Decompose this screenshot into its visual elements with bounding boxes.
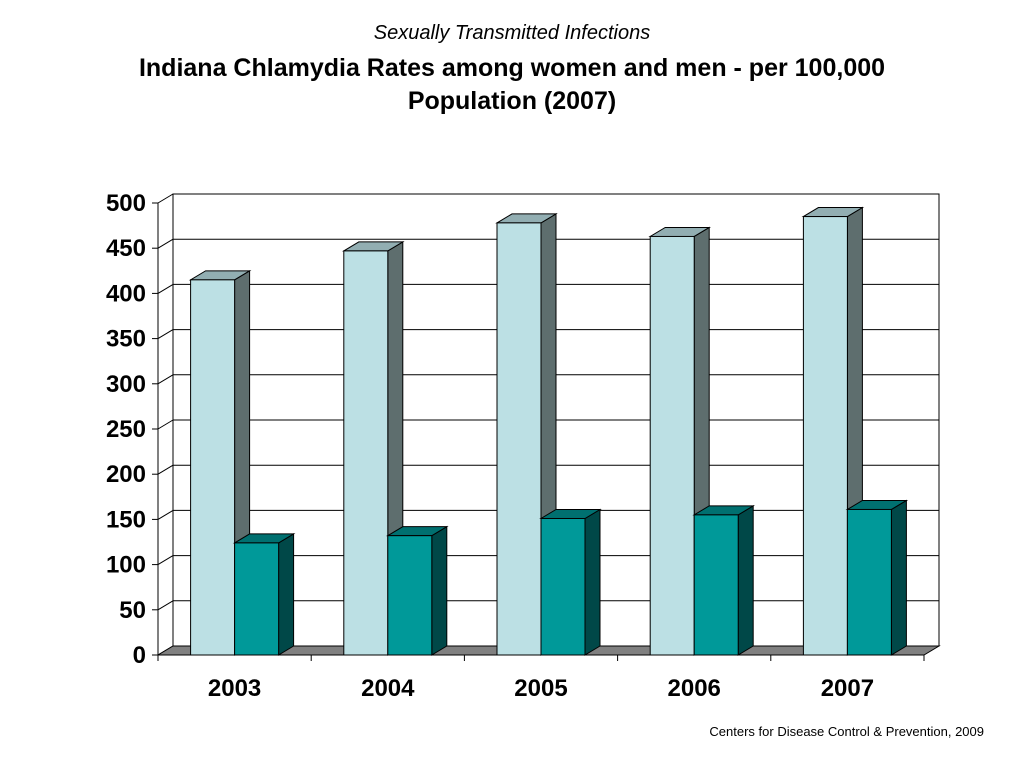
gridline-side [157,509,174,520]
y-tick-label: 450 [106,235,146,262]
y-tick-label: 150 [106,506,146,533]
y-tick-label: 200 [106,461,146,488]
bar [385,525,449,656]
x-tick-label: 2004 [361,675,415,702]
bar-side [278,533,295,656]
bar-side [584,508,601,656]
gridline-side [157,193,174,204]
bar-side [431,525,448,656]
x-tick-label: 2006 [668,675,721,702]
gridline-side [157,283,174,294]
y-tick-label: 100 [106,552,146,579]
bar [845,499,909,656]
bar-front [540,517,586,656]
bar-front [190,279,236,656]
y-tick-label: 350 [106,326,146,353]
y-tick-label: 400 [106,280,146,307]
bar-front [496,222,542,656]
gridline-side [157,374,174,385]
gridline-side [157,419,174,430]
gridline-side [157,238,174,249]
bar [495,213,558,656]
bar-front [387,535,433,656]
bar-front [802,216,848,656]
bar-front [234,542,280,656]
x-tick-label: 2003 [208,675,261,702]
bar [232,533,296,656]
bar-front [846,508,892,656]
bar-side [737,504,754,656]
bar-front [649,235,695,656]
bars [188,206,909,656]
bar [801,206,865,656]
y-tick-label: 250 [106,416,146,443]
gridline-side [157,329,174,340]
y-tick-label: 300 [106,371,146,398]
bar-front [693,514,739,656]
gridline-side [157,555,174,566]
source-citation: Centers for Disease Control & Prevention… [709,724,984,739]
x-tick-labels: 2003 2004 2005 2006 2007 [208,675,874,702]
gridline-side [157,464,174,475]
x-tick-label: 2007 [821,675,874,702]
y-tick-label: 0 [133,642,146,669]
y-tick-label: 500 [106,190,146,217]
x-tick-label: 2005 [514,675,567,702]
y-tick-labels: 0 50 100 150 200 250 300 350 400 450 500 [106,190,146,669]
y-tick-label: 50 [119,597,146,624]
bar [692,504,756,656]
bar-side [890,499,907,656]
bar [539,508,602,656]
gridline-side [157,600,174,611]
bar-front [343,250,389,656]
chart-title: Indiana Chlamydia Rates among women and … [138,54,886,115]
chart-subtitle: Sexually Transmitted Infections [373,22,651,44]
